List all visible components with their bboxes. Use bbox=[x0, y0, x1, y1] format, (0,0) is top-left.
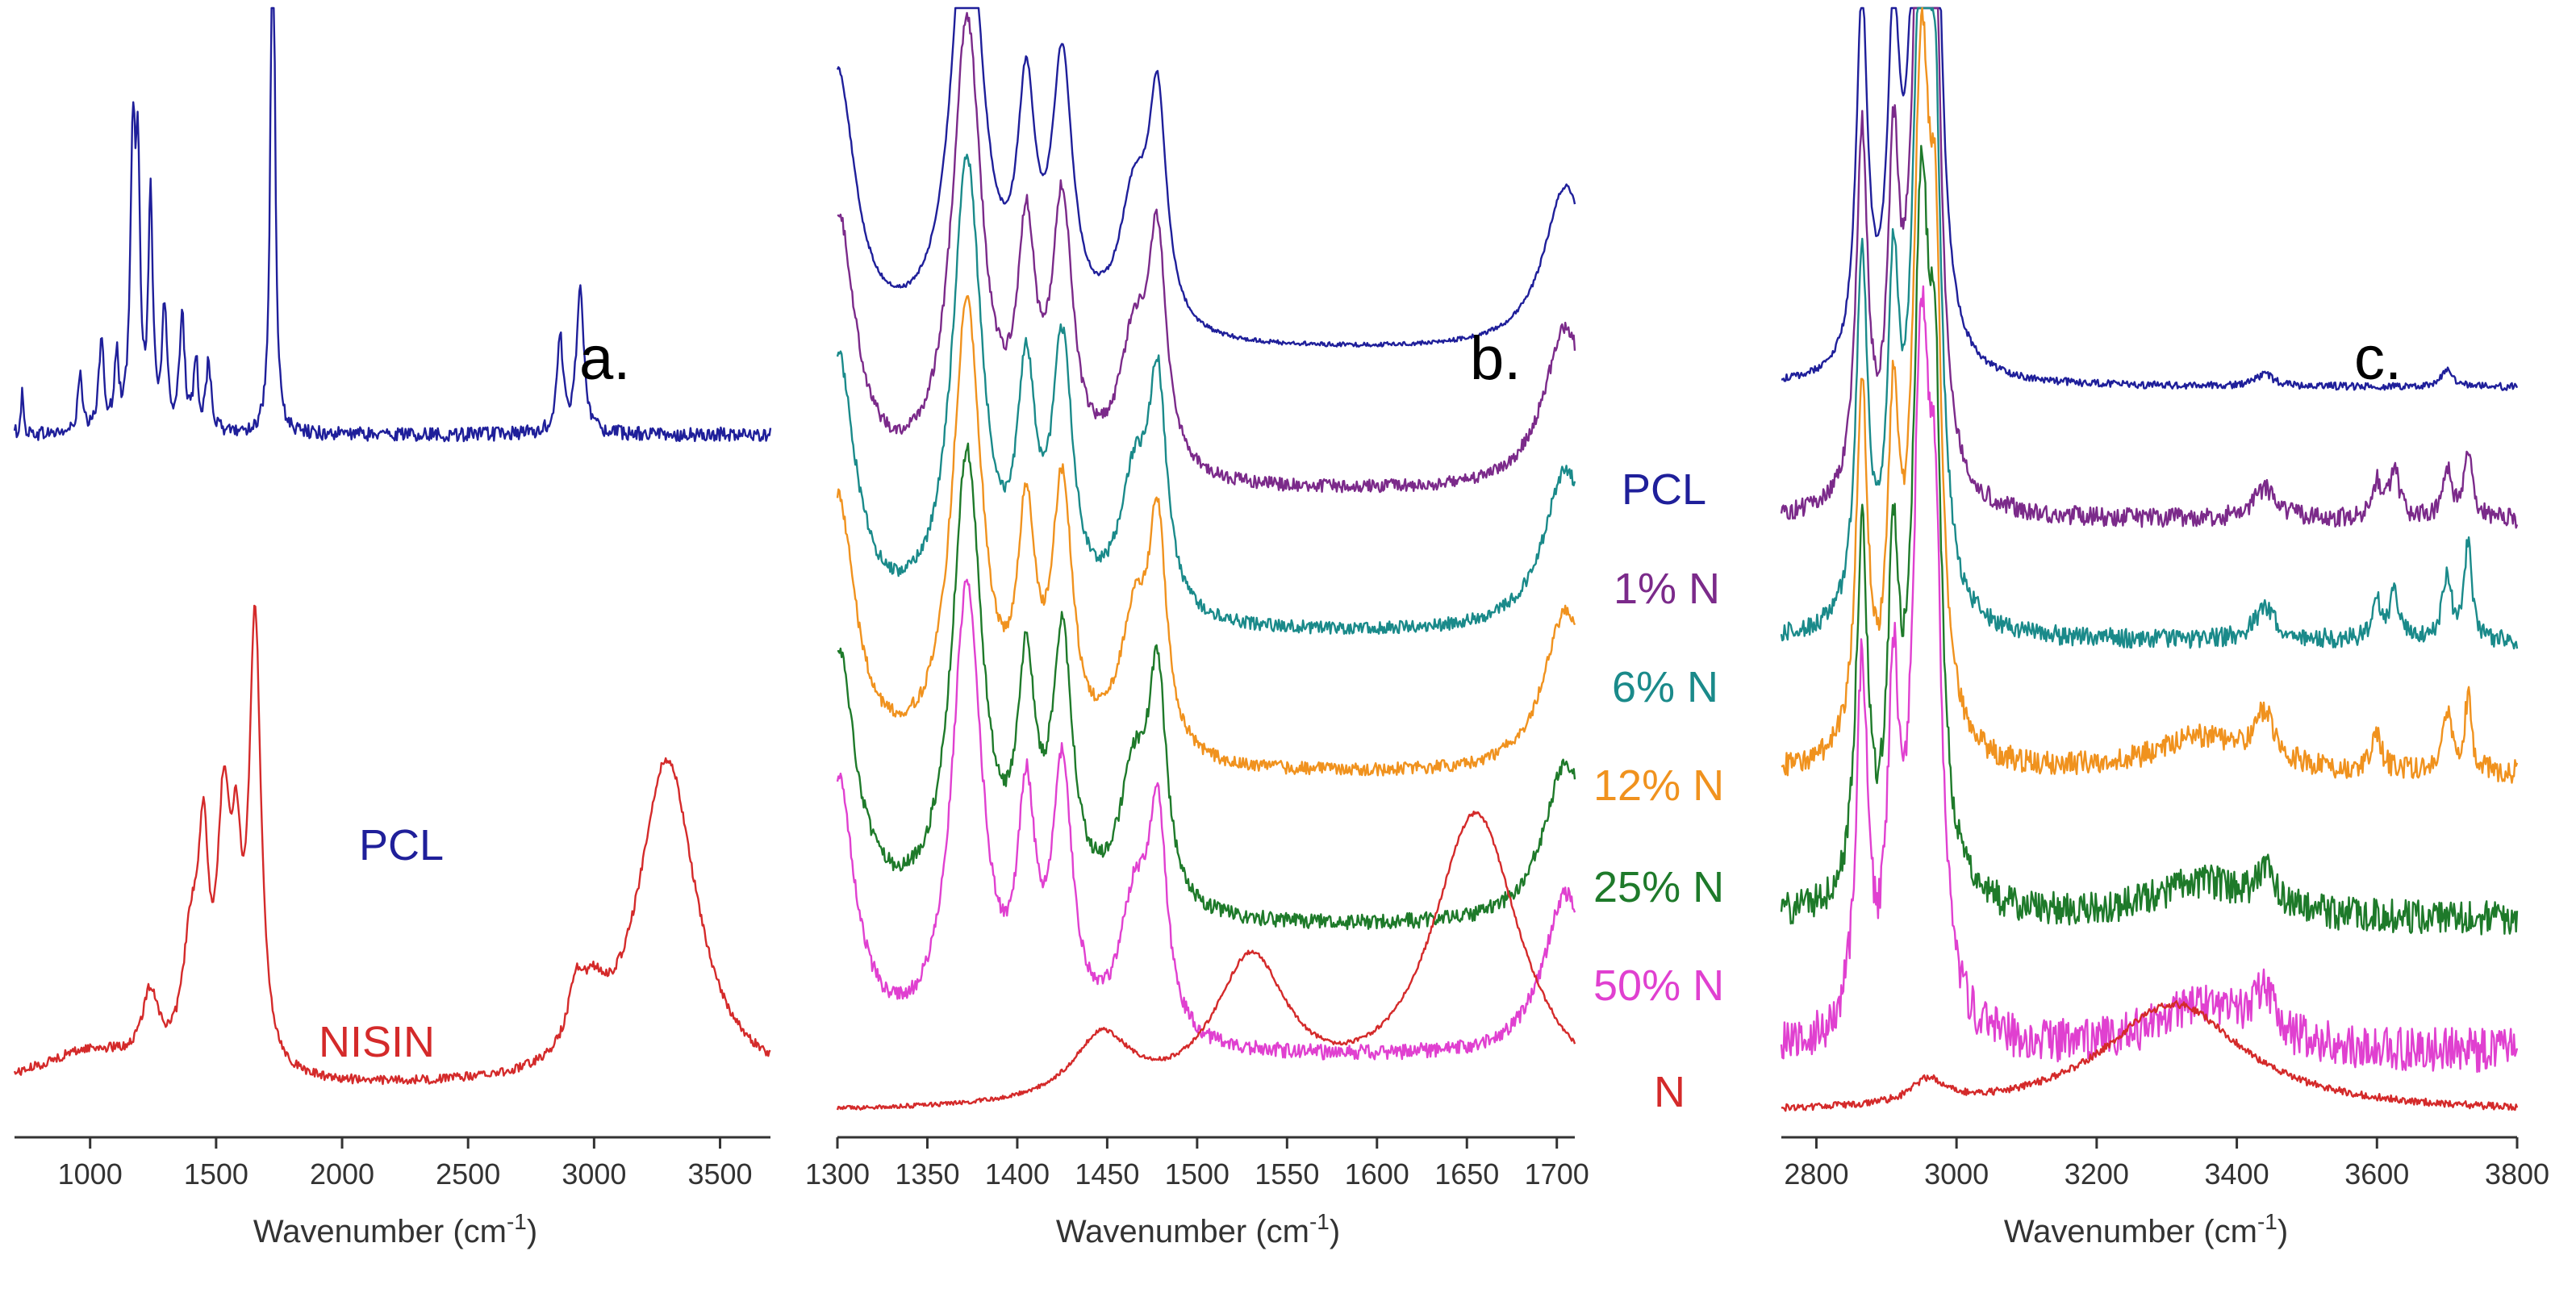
panel-b-x-axis-title: Wavenumber (cm-1) bbox=[1056, 1209, 1340, 1249]
panel-b-label-n: N bbox=[1654, 1068, 1685, 1116]
x-tick-label: 3500 bbox=[687, 1157, 752, 1191]
panel-c-letter: c. bbox=[2354, 324, 2402, 393]
panel-a-label-nisin: NISIN bbox=[319, 1018, 435, 1066]
panel-b-ticks: 1300 1350 1400 1450 1500 1550 1600 1650 1700 bbox=[805, 1137, 1589, 1191]
x-tick-label: 1550 bbox=[1255, 1157, 1319, 1191]
x-tick-label: 1000 bbox=[58, 1157, 123, 1191]
panel-b-label-25n: 25% N bbox=[1593, 863, 1724, 911]
x-tick-label: 1600 bbox=[1345, 1157, 1409, 1191]
spectrum-line-n bbox=[1781, 1000, 2519, 1112]
panel-c-ticks: 2800 3000 3200 3400 3600 3800 bbox=[1784, 1137, 2549, 1191]
panel-a-letter: a. bbox=[579, 324, 630, 393]
x-tick-label: 3000 bbox=[562, 1157, 626, 1191]
panel-b-label-50n: 50% N bbox=[1593, 961, 1724, 1010]
panel-b-label-12n: 12% N bbox=[1593, 761, 1724, 810]
x-tick-label: 3400 bbox=[2205, 1157, 2269, 1191]
panel-b-letter: b. bbox=[1470, 324, 1521, 393]
panel-b-label-6n: 6% N bbox=[1612, 663, 1718, 711]
x-tick-label: 3200 bbox=[2065, 1157, 2129, 1191]
panel-a-label-pcl: PCL bbox=[359, 821, 444, 870]
x-tick-label: 2500 bbox=[436, 1157, 500, 1191]
x-tick-label: 1400 bbox=[985, 1157, 1050, 1191]
x-tick-label: 1500 bbox=[1165, 1157, 1230, 1191]
x-tick-label: 1500 bbox=[184, 1157, 248, 1191]
x-tick-label: 3000 bbox=[1924, 1157, 1989, 1191]
x-tick-label: 1350 bbox=[895, 1157, 959, 1191]
x-tick-label: 1650 bbox=[1434, 1157, 1499, 1191]
panel-a-x-axis-title: Wavenumber (cm-1) bbox=[253, 1209, 537, 1249]
spectrum-line-50-n bbox=[1780, 285, 2519, 1074]
spectrum-line-6-n bbox=[836, 153, 1576, 635]
spectrum-line-50-n bbox=[836, 578, 1576, 1061]
x-tick-label: 2000 bbox=[310, 1157, 374, 1191]
x-tick-label: 1300 bbox=[805, 1157, 870, 1191]
x-tick-label: 1450 bbox=[1075, 1157, 1139, 1191]
spectrum-line-1-n bbox=[1780, 6, 2519, 529]
panel-b-traces bbox=[836, 6, 1576, 1111]
x-tick-label: 1700 bbox=[1525, 1157, 1589, 1191]
spectrum-line-1-n bbox=[837, 11, 1576, 494]
panel-a-ticks: 1000 1500 2000 2500 3000 3500 bbox=[58, 1137, 753, 1191]
panel-b: 1300 1350 1400 1450 1500 1550 1600 1650 1700 Wav… bbox=[805, 6, 1724, 1249]
x-tick-label: 2800 bbox=[1784, 1157, 1848, 1191]
spectrum-line-12-n bbox=[1781, 6, 2519, 784]
spectrum-line-25-n bbox=[1780, 144, 2519, 936]
panel-c-traces bbox=[1780, 6, 2519, 1112]
panel-b-label-pcl: PCL bbox=[1622, 465, 1706, 514]
spectrum-line-nisin bbox=[13, 604, 771, 1086]
panel-a: 1000 1500 2000 2500 3000 3500 Wavenumber (cm-… bbox=[13, 6, 772, 1249]
spectrum-line-6-n bbox=[1780, 6, 2519, 650]
panel-c-x-axis-title: Wavenumber (cm-1) bbox=[2004, 1209, 2288, 1249]
x-tick-label: 3600 bbox=[2344, 1157, 2409, 1191]
spectrum-line-25-n bbox=[837, 442, 1576, 931]
panel-a-traces bbox=[13, 6, 772, 1086]
spectrum-line-12-n bbox=[836, 294, 1576, 777]
spectrum-line-n bbox=[836, 811, 1576, 1111]
spectrum-line-pcl bbox=[836, 6, 1576, 348]
spectrum-line-pcl bbox=[1781, 6, 2519, 391]
panel-c: 2800 3000 3200 3400 3600 3800 Wavenumber (cm-… bbox=[1780, 6, 2549, 1249]
x-tick-label: 3800 bbox=[2485, 1157, 2549, 1191]
panel-b-label-1n: 1% N bbox=[1614, 565, 1720, 613]
spectrum-line-pcl bbox=[13, 6, 772, 443]
